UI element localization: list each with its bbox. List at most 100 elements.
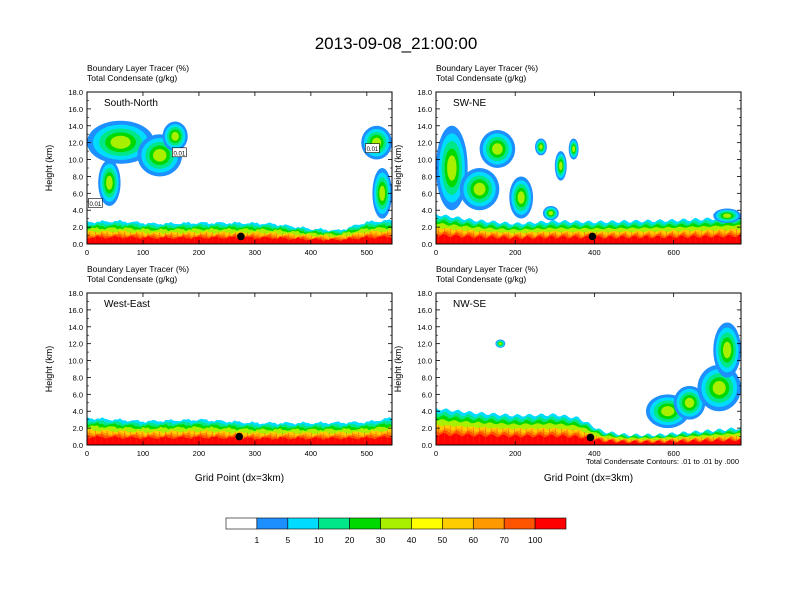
tracer-plume-30 <box>722 213 732 218</box>
colorbar-label: 50 <box>438 535 448 545</box>
panel-label: West-East <box>104 299 150 310</box>
tracer-plume-30 <box>684 397 695 408</box>
y-tick-label: 6.0 <box>73 390 83 399</box>
colorbar-label: 70 <box>499 535 509 545</box>
colorbar-swatch <box>256 517 289 530</box>
colorbar-swatch <box>225 517 258 530</box>
colorbar-swatch <box>472 517 505 530</box>
panel-header-line1: Boundary Layer Tracer (%) <box>436 264 538 274</box>
panels: Boundary Layer Tracer (%)Total Condensat… <box>44 63 742 484</box>
x-tick-label: 400 <box>305 449 318 458</box>
tracer-plume-30 <box>572 145 576 153</box>
y-tick-label: 4.0 <box>73 407 83 416</box>
y-tick-label: 6.0 <box>422 390 432 399</box>
y-tick-label: 14.0 <box>417 122 432 131</box>
tracer-plume-30 <box>661 406 675 417</box>
tracer-plume-30 <box>379 185 386 201</box>
y-tick-label: 16.0 <box>68 306 83 315</box>
y-axis-label: Height (km) <box>44 346 54 393</box>
colorbar-swatch <box>442 517 474 530</box>
panel-sw-ne: Boundary Layer Tracer (%)Total Condensat… <box>393 63 742 257</box>
tracer-plume-30 <box>447 155 457 181</box>
panel-header-line1: Boundary Layer Tracer (%) <box>436 63 538 73</box>
y-tick-label: 18.0 <box>417 88 432 97</box>
panel-south-north: Boundary Layer Tracer (%)Total Condensat… <box>44 63 393 257</box>
y-axis-label: Height (km) <box>393 145 403 192</box>
y-tick-label: 2.0 <box>73 424 83 433</box>
panel-west-east: Boundary Layer Tracer (%)Total Condensat… <box>44 264 393 484</box>
y-tick-label: 0.0 <box>422 441 432 450</box>
y-tick-label: 18.0 <box>68 88 83 97</box>
panel-label: NW-SE <box>453 299 486 310</box>
y-tick-label: 6.0 <box>422 189 432 198</box>
colorbar-swatch <box>318 517 350 530</box>
plot-area <box>436 125 741 244</box>
tracer-plume-30 <box>153 149 167 162</box>
y-tick-label: 8.0 <box>422 373 432 382</box>
x-tick-label: 400 <box>588 248 601 257</box>
x-axis-label: Grid Point (dx=3km) <box>544 473 633 484</box>
plot-area <box>436 322 741 445</box>
panel-label: SW-NE <box>453 98 486 109</box>
tracer-plume-30 <box>110 135 131 149</box>
tracer-plume-30 <box>492 143 503 155</box>
x-tick-label: 200 <box>193 449 206 458</box>
panel-label: South-North <box>104 98 158 109</box>
y-tick-label: 16.0 <box>417 105 432 114</box>
station-marker <box>586 433 595 442</box>
y-tick-label: 8.0 <box>73 172 83 181</box>
x-tick-label: 0 <box>85 248 89 257</box>
y-tick-label: 14.0 <box>417 323 432 332</box>
plot-area <box>87 417 392 445</box>
x-tick-label: 200 <box>509 248 522 257</box>
plot-area: 0.01 0.01 0.01 <box>87 120 392 244</box>
station-marker <box>235 432 244 441</box>
y-tick-label: 10.0 <box>417 357 432 366</box>
y-tick-label: 4.0 <box>73 206 83 215</box>
station-marker <box>588 232 597 241</box>
panel-header-line2: Total Condensate (g/kg) <box>436 73 526 83</box>
colorbar-swatch <box>349 517 381 530</box>
colorbar-swatch <box>534 517 567 530</box>
tracer-plume-30 <box>722 341 732 359</box>
figure-title: 2013-09-08_21:00:00 <box>315 34 478 53</box>
y-tick-label: 4.0 <box>422 407 432 416</box>
x-tick-label: 500 <box>361 449 374 458</box>
colorbar-label: 30 <box>376 535 386 545</box>
plot-frame <box>86 91 393 245</box>
colorbar-swatch <box>411 517 443 530</box>
tracer-plume-30 <box>106 175 113 190</box>
y-tick-label: 10.0 <box>68 357 83 366</box>
y-tick-label: 12.0 <box>417 340 432 349</box>
tracer-plume-30 <box>712 381 726 395</box>
x-tick-label: 200 <box>193 248 206 257</box>
panel-nw-se: Boundary Layer Tracer (%)Total Condensat… <box>393 264 742 484</box>
panel-header-line2: Total Condensate (g/kg) <box>87 274 177 284</box>
x-tick-label: 300 <box>249 248 262 257</box>
contour-label-box <box>88 198 103 208</box>
y-tick-label: 0.0 <box>73 240 83 249</box>
y-tick-label: 12.0 <box>68 340 83 349</box>
x-tick-label: 0 <box>434 248 438 257</box>
contour-label: 0.01 <box>90 202 102 208</box>
colorbar-label: 40 <box>407 535 417 545</box>
y-tick-label: 18.0 <box>417 289 432 298</box>
tracer-band-100 <box>436 233 741 244</box>
y-tick-label: 6.0 <box>73 189 83 198</box>
tracer-plume-30 <box>473 182 486 196</box>
tracer-plume-30 <box>548 211 554 216</box>
y-tick-label: 12.0 <box>68 139 83 148</box>
x-tick-label: 400 <box>305 248 318 257</box>
colorbar-swatch <box>503 517 536 530</box>
colorbar-label: 100 <box>528 535 542 545</box>
x-tick-label: 100 <box>137 449 150 458</box>
colorbar-label: 1 <box>255 535 260 545</box>
y-tick-label: 4.0 <box>422 206 432 215</box>
x-tick-label: 600 <box>667 449 680 458</box>
y-tick-label: 0.0 <box>73 441 83 450</box>
y-axis-label: Height (km) <box>393 346 403 393</box>
y-axis-label: Height (km) <box>44 145 54 192</box>
x-tick-label: 0 <box>434 449 438 458</box>
x-axis-label: Grid Point (dx=3km) <box>195 473 284 484</box>
